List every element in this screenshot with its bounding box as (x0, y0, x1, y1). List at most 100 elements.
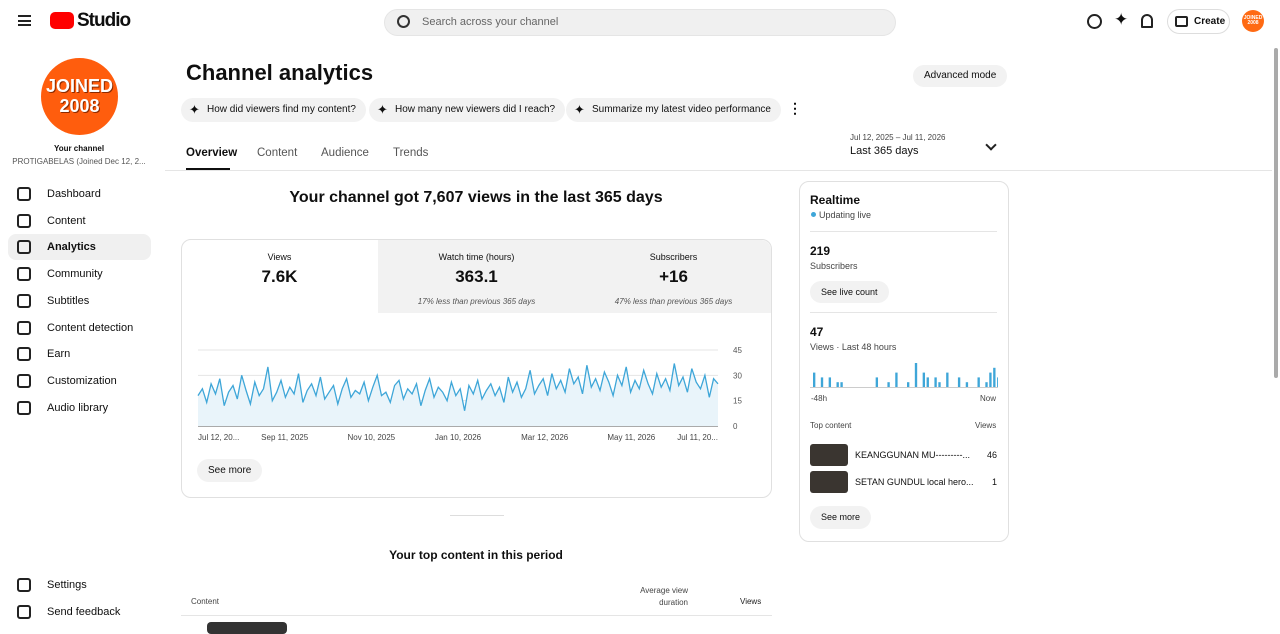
search-box[interactable]: Search across your channel (384, 9, 896, 36)
metric-tab[interactable]: Subscribers +16 47% less than previous 365… (575, 240, 772, 313)
help-icon[interactable] (1087, 14, 1102, 29)
nav-item[interactable]: Content detection (8, 315, 151, 341)
tab[interactable]: Trends (393, 147, 429, 159)
views-value: 47 (810, 325, 824, 339)
nav-label: Dashboard (47, 188, 101, 200)
period[interactable]: Last 365 days (850, 145, 919, 157)
see-live-count-button[interactable]: See live count (810, 281, 889, 303)
metric-tab[interactable]: Views 7.6K (181, 240, 378, 313)
nav-item[interactable]: Audio library (8, 395, 151, 421)
nav-icon (17, 320, 31, 335)
ai-icon[interactable]: ✦ (1114, 10, 1129, 29)
tab[interactable]: Content (257, 147, 298, 159)
nav-icon (17, 604, 31, 619)
nav-label: Content detection (47, 321, 134, 334)
metric-note: 47% less than previous 365 days (614, 297, 733, 306)
account-avatar[interactable]: JOINED 2008 (1242, 10, 1264, 32)
nav-label: Subtitles (47, 294, 90, 307)
nav-item[interactable]: Community (8, 261, 151, 287)
nav-item[interactable]: Settings (8, 572, 151, 598)
metric-tabs-bg (378, 240, 771, 313)
nav-icon (17, 213, 31, 228)
channel-label: Your channel (53, 144, 105, 153)
nav-label: Earn (47, 348, 71, 361)
realtime-chart (810, 363, 998, 388)
tab[interactable]: Overview (186, 147, 238, 159)
bar (926, 377, 929, 387)
summary-headline: Your channel got 7,607 views in the last… (289, 189, 663, 206)
bar (997, 377, 998, 387)
video-title[interactable]: KEANGGUNAN MU---------... (855, 450, 970, 460)
bar (938, 382, 941, 387)
video-title[interactable]: SETAN GUNDUL local hero... (855, 477, 973, 487)
advanced-mode-button[interactable]: Advanced mode (913, 65, 1008, 87)
nav-item[interactable]: Customization (8, 368, 151, 394)
nav-icon (17, 293, 31, 308)
divider (810, 312, 997, 313)
nav-label: Analytics (47, 241, 96, 254)
nav-icon (17, 347, 31, 362)
period-dropdown[interactable] (985, 139, 997, 151)
nav-icon (17, 240, 31, 255)
tab-indicator (186, 168, 230, 170)
bar (813, 372, 816, 387)
prompt-label: How many new viewers did I reach? (395, 104, 556, 115)
nav-icon (17, 578, 31, 592)
more-icon[interactable]: ⋮ (788, 100, 802, 116)
nav-item[interactable]: Send feedback (8, 599, 151, 625)
nav-label: Content (47, 214, 86, 227)
see-more-button[interactable]: See more (197, 459, 263, 482)
create-button[interactable]: Create (1167, 9, 1230, 34)
sparkle-icon: ✦ (377, 102, 388, 117)
x-tick-label: Mar 12, 2026 (521, 433, 569, 442)
metric-tab[interactable]: Watch time (hours) 363.1 17% less than pre… (378, 240, 575, 313)
summary-card (181, 239, 772, 498)
x-tick-label: May 11, 2026 (607, 433, 655, 442)
views-label: Views · Last 48 hours (810, 342, 897, 352)
menu-button[interactable] (18, 15, 31, 26)
bar (875, 377, 879, 387)
video-thumbnail[interactable] (207, 622, 287, 634)
metric-label: Views (267, 252, 292, 262)
bar (993, 367, 996, 387)
nav-item[interactable]: Analytics (8, 234, 151, 261)
nav-item[interactable]: Earn (8, 341, 151, 367)
subscribers-label: Subscribers (810, 261, 858, 271)
nav-item[interactable]: Content (8, 208, 151, 234)
prompt-chip[interactable]: ✦ How many new viewers did I reach? (369, 98, 566, 122)
tab[interactable]: Audience (321, 147, 369, 159)
notification-icon[interactable] (1141, 14, 1153, 28)
bar (985, 382, 988, 387)
realtime-card (799, 181, 1009, 542)
sparkle-icon: ✦ (574, 102, 585, 117)
divider (181, 615, 772, 616)
metric-label: Watch time (hours) (438, 252, 515, 262)
area-fill (198, 363, 718, 426)
metric-value: +16 (659, 267, 688, 286)
video-views: 1 (991, 477, 997, 487)
avatar-line: JOINED (45, 76, 114, 96)
logo[interactable]: Studio (77, 10, 131, 31)
prompt-chip[interactable]: ✦ How did viewers find my content? (181, 98, 366, 122)
nav-item[interactable]: Subtitles (8, 288, 151, 314)
x-tick-label: Jan 10, 2026 (435, 433, 482, 442)
metric-value: 7.6K (261, 267, 298, 286)
bar (887, 382, 890, 387)
nav-label: Community (47, 268, 103, 281)
scrollbar[interactable] (1274, 48, 1278, 378)
realtime-status: Updating live (819, 210, 872, 220)
bar (934, 377, 937, 387)
sparkle-icon: ✦ (189, 102, 200, 117)
video-thumbnail[interactable] (810, 471, 848, 493)
video-thumbnail[interactable] (810, 444, 848, 466)
metric-value: 363.1 (455, 267, 498, 286)
channel-avatar[interactable]: JOINED 2008 (41, 58, 118, 135)
column-header: Content (191, 597, 220, 606)
y-tick-label: 0 (733, 422, 738, 431)
axis-start: -48h (811, 394, 828, 403)
bar (836, 382, 839, 387)
see-more-button[interactable]: See more (810, 506, 872, 529)
nav-item[interactable]: Dashboard (8, 181, 151, 207)
prompt-label: Summarize my latest video performance (592, 104, 771, 115)
prompt-chip[interactable]: ✦ Summarize my latest video performance (566, 98, 781, 122)
